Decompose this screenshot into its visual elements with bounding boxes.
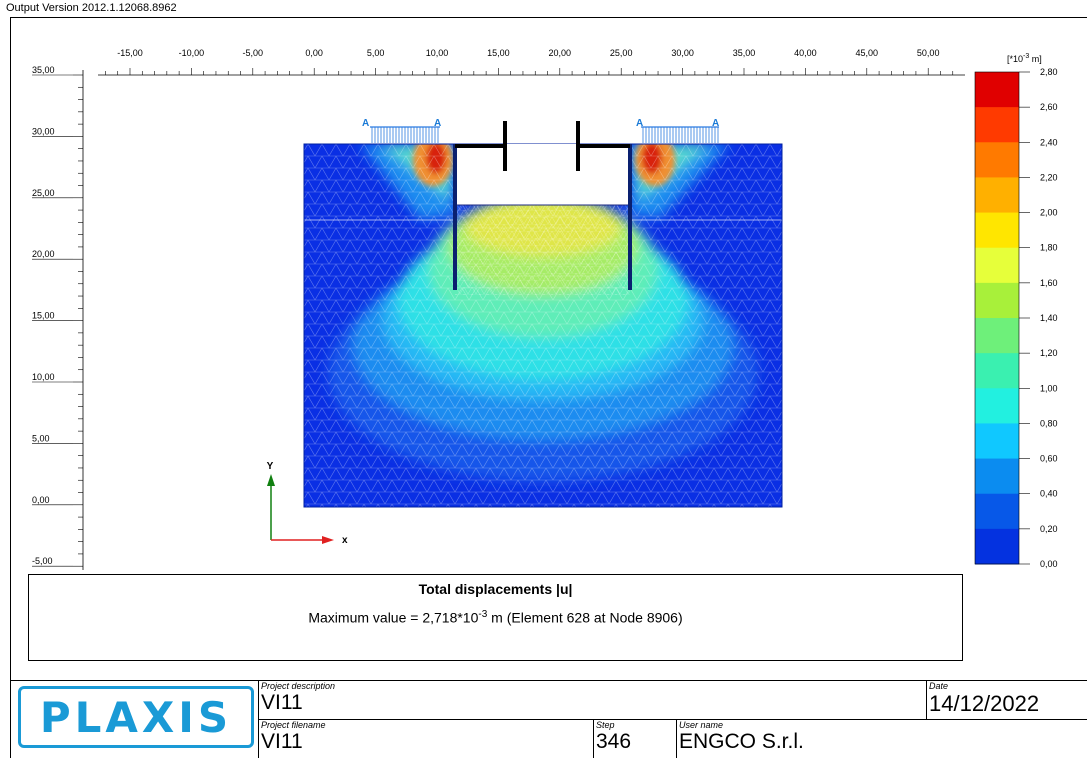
x-tick-label: -15,00	[117, 48, 143, 58]
legend-band	[975, 142, 1019, 178]
distributed-load-right	[641, 126, 719, 143]
legend-value: 1,80	[1040, 243, 1058, 253]
footer-divider	[10, 680, 1087, 681]
excavation-void	[455, 144, 630, 205]
legend-value: 2,40	[1040, 137, 1058, 147]
y-tick-label: 0,00	[32, 495, 50, 505]
x-tick-label: 0,00	[305, 48, 323, 58]
max-value-text: Maximum value = 2,718*10-3 m (Element 62…	[308, 609, 683, 626]
legend-band	[975, 107, 1019, 143]
x-tick-label: 45,00	[856, 48, 879, 58]
legend-band	[975, 423, 1019, 460]
step-cell: Step 346	[593, 719, 676, 758]
y-tick-label: 5,00	[32, 433, 50, 443]
x-axis-ruler: -15,00 -10,00 -5,00 0,00 5,00 10,00 15,00 20,00…	[98, 48, 965, 76]
color-legend: 2,80 2,60 2,40 2,20 2,00 1,80 1,60 1,40 1,20 1,00…	[974, 67, 1058, 569]
x-axis-label: x	[342, 535, 348, 546]
x-tick-label: 50,00	[917, 48, 940, 58]
result-info-box: Total displacements |u| Maximum value = …	[28, 574, 963, 661]
legend-band	[975, 458, 1019, 495]
result-title: Total displacements |u|	[418, 581, 573, 597]
legend-band	[975, 282, 1019, 319]
y-tick-label: -5,00	[32, 556, 53, 566]
displacement-plot: A A A A -15,00 -10,00 -5,00 0,00 5,00 10,00 15…	[32, 48, 1058, 570]
output-frame	[10, 17, 1087, 758]
legend-band	[975, 212, 1019, 249]
y-tick-label: 20,00	[32, 249, 55, 259]
legend-value: 2,00	[1040, 208, 1058, 218]
load-label-a3: A	[636, 118, 643, 129]
load-label-a4: A	[712, 118, 719, 129]
x-tick-label: 40,00	[794, 48, 817, 58]
legend-band	[975, 353, 1019, 389]
user-name-value: ENGCO S.r.l.	[679, 730, 804, 753]
legend-value: 1,60	[1040, 278, 1058, 288]
legend-value: 0,40	[1040, 489, 1058, 499]
project-description-value: VI11	[261, 691, 303, 714]
x-tick-label: 20,00	[549, 48, 572, 58]
legend-band	[975, 177, 1019, 214]
project-description-cell: Project description VI11	[258, 681, 926, 719]
y-tick-label: 25,00	[32, 188, 55, 198]
y-tick-label: 15,00	[32, 311, 55, 321]
legend-value: 1,20	[1040, 348, 1058, 358]
legend-band	[975, 247, 1019, 284]
legend-value: 2,80	[1040, 67, 1058, 77]
x-tick-label: 10,00	[426, 48, 449, 58]
legend-band	[975, 528, 1019, 565]
legend-band	[975, 493, 1019, 530]
legend-value: 0,00	[1040, 559, 1058, 569]
load-label-a1: A	[362, 118, 369, 129]
legend-band	[975, 388, 1019, 424]
legend-value: 1,00	[1040, 383, 1058, 393]
y-tick-label: 10,00	[32, 372, 55, 382]
distributed-load-left	[370, 126, 440, 143]
legend-band	[975, 318, 1019, 354]
x-tick-label: 35,00	[733, 48, 756, 58]
legend-value: 0,80	[1040, 418, 1058, 428]
y-axis-ruler: 35,00 30,00 25,00 20,00 15,00 10,00 5,00 0,00 -5…	[32, 65, 84, 570]
x-tick-label: 5,00	[367, 48, 385, 58]
legend-unit: [*10-3 m]	[1007, 53, 1042, 64]
y-tick-label: 35,00	[32, 65, 55, 75]
x-tick-label: 25,00	[610, 48, 633, 58]
legend-value: 0,60	[1040, 454, 1058, 464]
output-version-label: Output Version 2012.1.12068.8962	[6, 2, 177, 14]
project-filename-value: VI11	[261, 730, 303, 753]
date-value: 14/12/2022	[929, 691, 1040, 716]
legend-value: 1,40	[1040, 313, 1058, 323]
load-label-a2: A	[434, 118, 441, 129]
right-anchor-strut	[576, 121, 630, 171]
user-name-cell: User name ENGCO S.r.l.	[676, 719, 1087, 758]
legend-value: 2,20	[1040, 172, 1058, 182]
project-filename-cell: Project filename VI11	[258, 719, 593, 758]
x-tick-label: -10,00	[179, 48, 205, 58]
x-tick-label: 15,00	[487, 48, 510, 58]
plaxis-logo: PLAXIS	[18, 686, 254, 748]
x-tick-label: 30,00	[671, 48, 694, 58]
legend-value: 0,20	[1040, 524, 1058, 534]
legend-value: 2,60	[1040, 102, 1058, 112]
coordinate-triad	[267, 474, 334, 544]
date-cell: Date 14/12/2022	[926, 681, 1087, 719]
left-anchor-strut	[455, 121, 507, 171]
x-tick-label: -5,00	[243, 48, 264, 58]
step-value: 346	[596, 730, 632, 753]
legend-band	[975, 72, 1019, 108]
y-axis-label: Y	[267, 461, 274, 472]
y-tick-label: 30,00	[32, 126, 55, 136]
